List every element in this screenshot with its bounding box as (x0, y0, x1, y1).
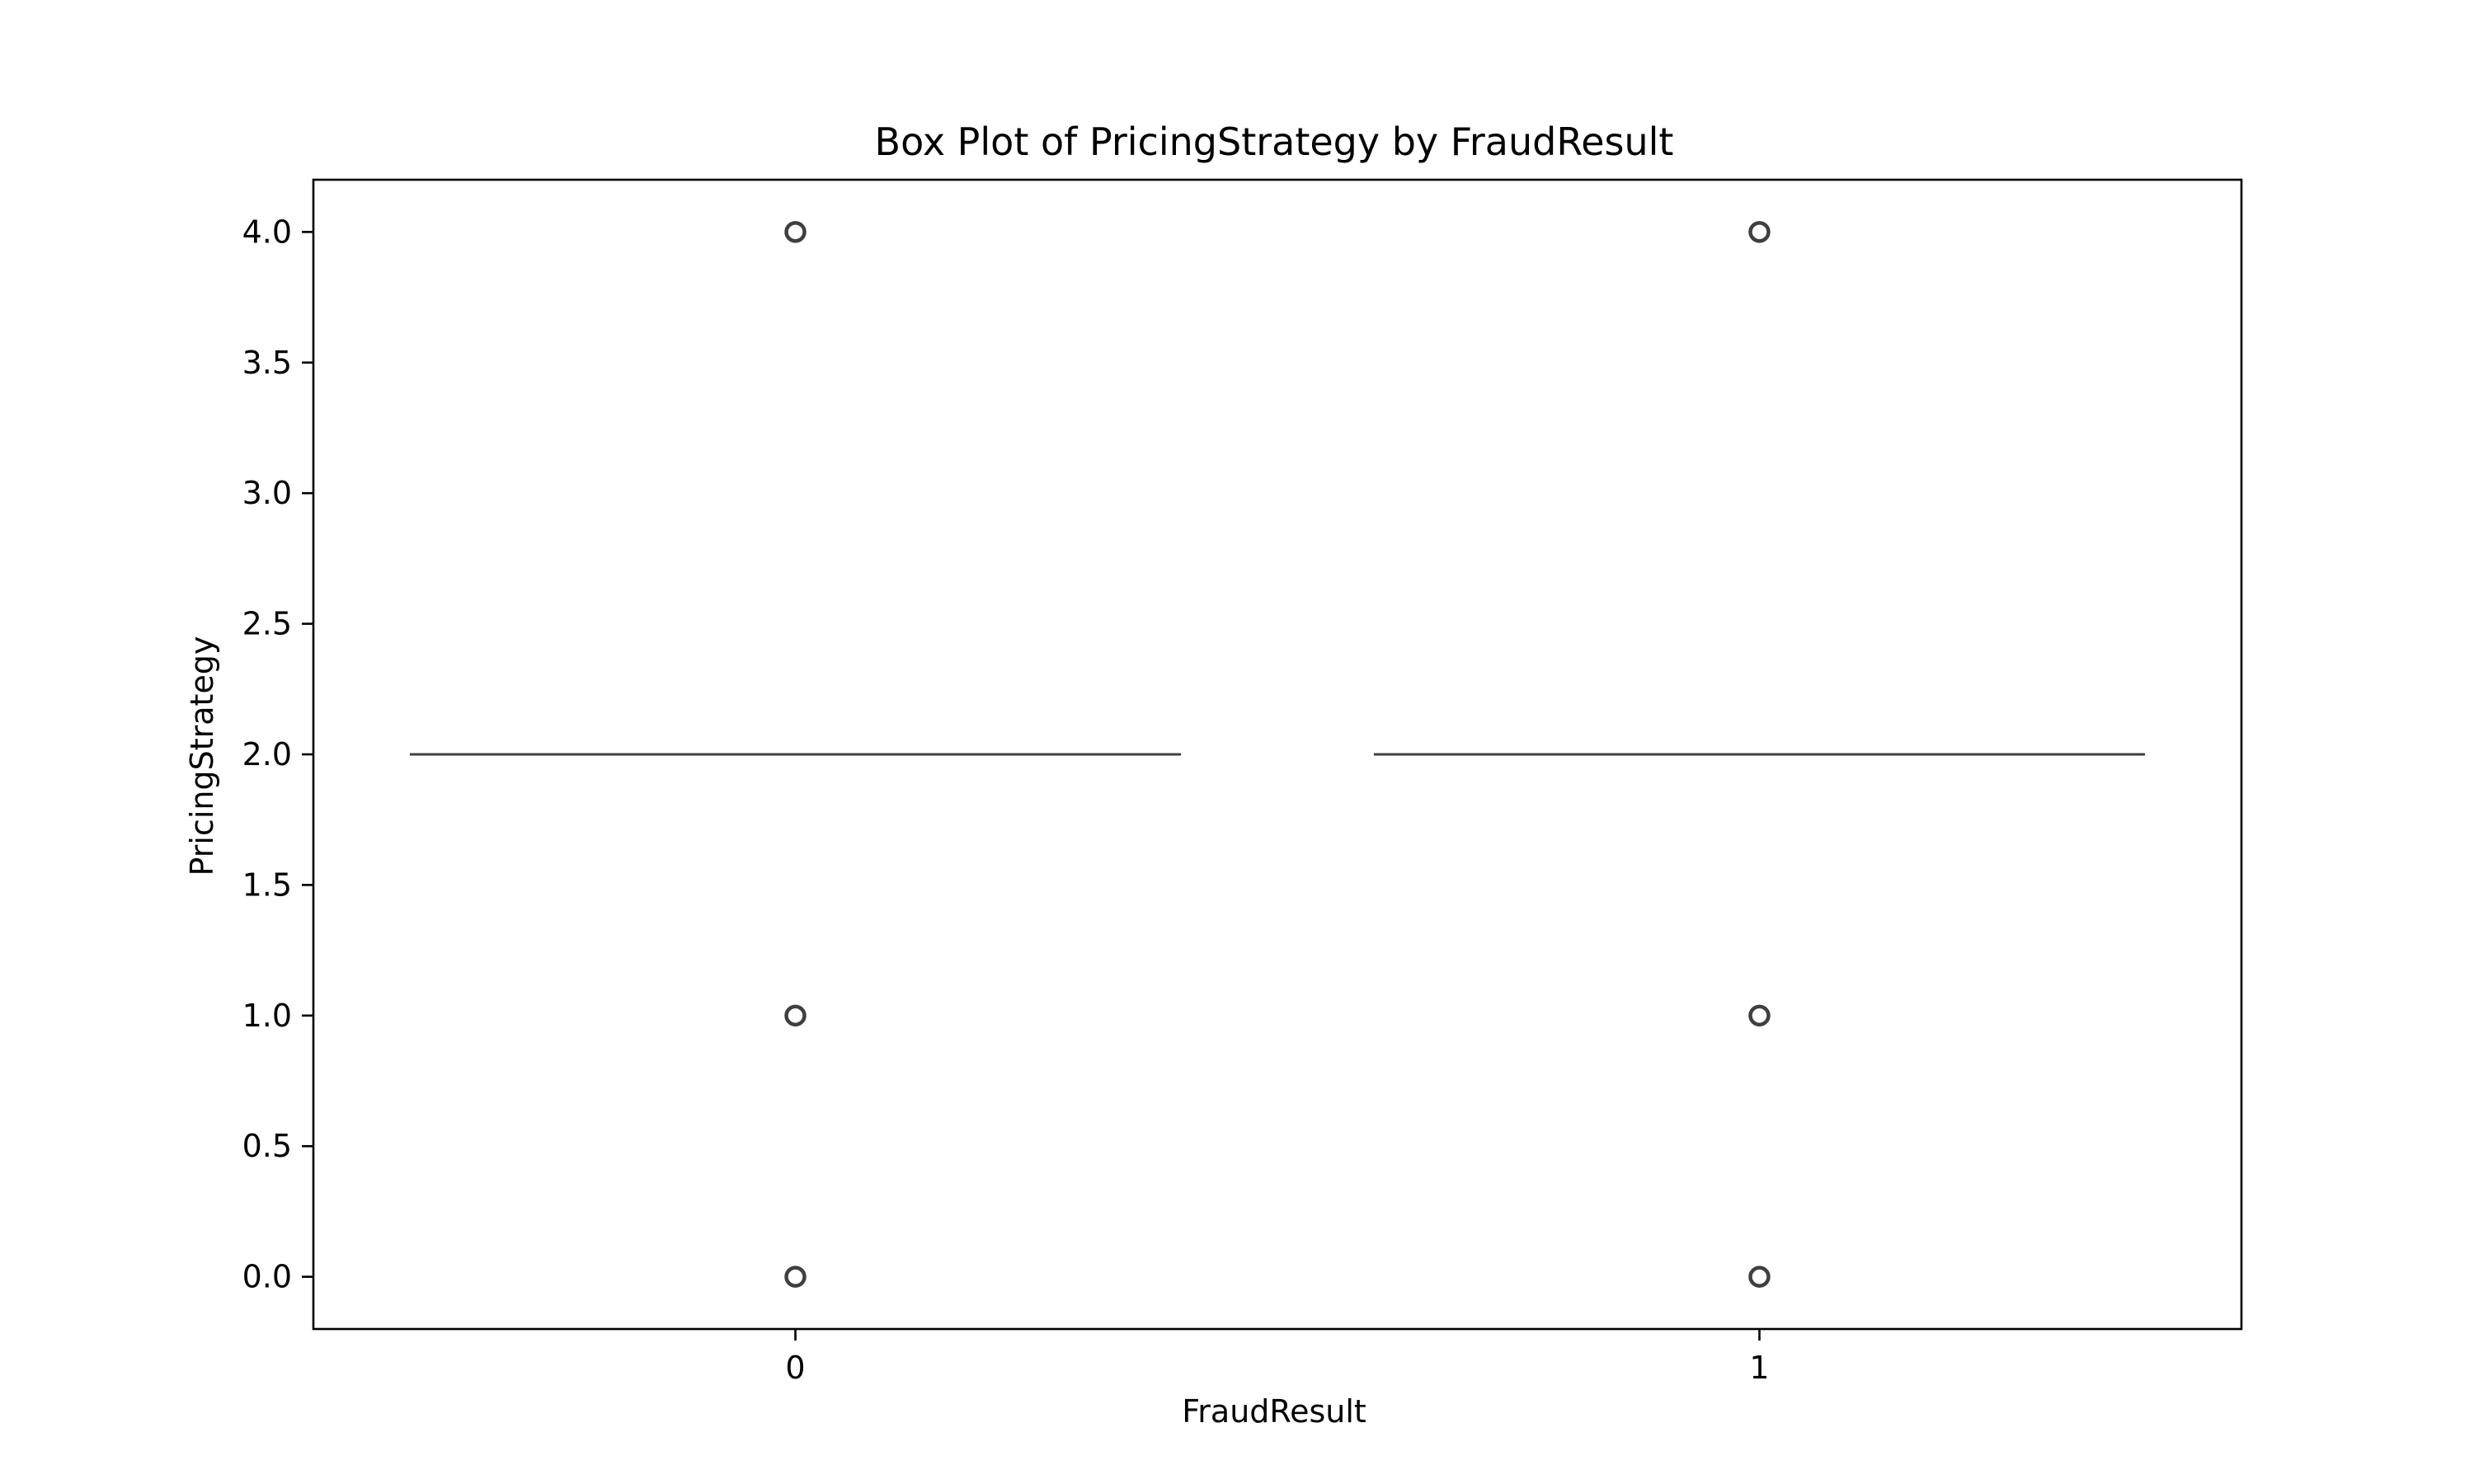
y-tick-label: 1.5 (242, 866, 292, 903)
y-tick-label: 0.0 (242, 1259, 292, 1295)
x-axis-label: FraudResult (1182, 1393, 1366, 1430)
box-group-0 (409, 221, 1182, 1288)
outlier-point (1748, 1266, 1771, 1288)
x-tick-label: 1 (1749, 1350, 1769, 1386)
y-axis-label: PricingStrategy (184, 636, 220, 876)
y-tick-label: 3.0 (242, 475, 292, 511)
box-group-1 (1373, 221, 2146, 1288)
y-tick-label: 0.5 (242, 1128, 292, 1164)
outlier-point (1748, 221, 1771, 243)
y-tick-label: 2.5 (242, 606, 292, 642)
outlier-point (784, 221, 807, 243)
y-tick-label: 1.0 (242, 998, 292, 1034)
outlier-point (784, 1266, 807, 1288)
x-tick-label: 0 (785, 1350, 805, 1386)
y-tick-label: 3.5 (242, 345, 292, 381)
y-tick-label: 4.0 (242, 214, 292, 250)
outlier-point (784, 1004, 807, 1027)
outlier-point (1748, 1004, 1771, 1027)
y-tick-label: 2.0 (242, 736, 292, 773)
plot-frame (312, 178, 2243, 1331)
chart-title: Box Plot of PricingStrategy by FraudResu… (875, 120, 1674, 164)
